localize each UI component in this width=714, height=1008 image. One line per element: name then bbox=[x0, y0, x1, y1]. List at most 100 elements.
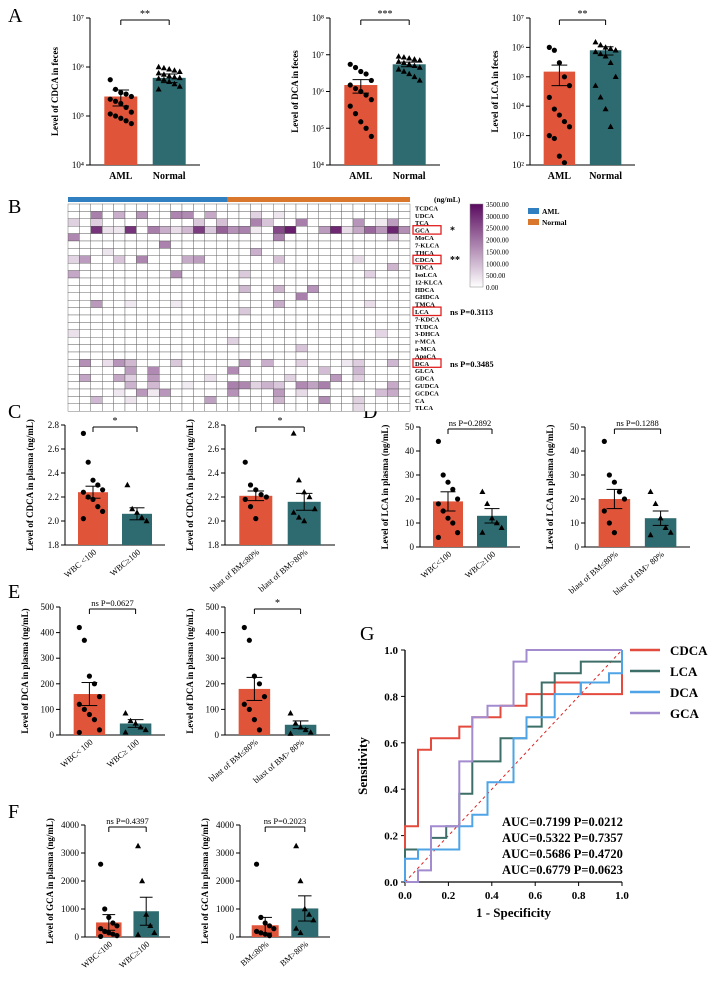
sig-label: ns P=0.2892 bbox=[449, 418, 492, 428]
heatmap-cell bbox=[330, 270, 342, 279]
heatmap-cell bbox=[90, 270, 103, 279]
data-point bbox=[616, 489, 623, 495]
heatmap-cell bbox=[250, 396, 262, 404]
data-point bbox=[76, 624, 82, 631]
heatmap-cell bbox=[318, 203, 331, 212]
heatmap-cell bbox=[79, 366, 92, 375]
heatmap-cell bbox=[307, 300, 319, 308]
heatmap-cell bbox=[204, 270, 217, 279]
heatmap-cell bbox=[124, 292, 137, 301]
heatmap-cell bbox=[136, 307, 148, 316]
heatmap-cell bbox=[124, 285, 137, 293]
heatmap-cell bbox=[90, 381, 103, 390]
y-tick-label: 0.0 bbox=[384, 877, 398, 889]
heatmap-cell bbox=[375, 285, 388, 293]
highlight-box bbox=[412, 306, 442, 317]
heatmap-cell bbox=[79, 359, 92, 367]
heatmap-cell bbox=[136, 233, 148, 242]
heatmap-cell bbox=[147, 277, 160, 286]
heatmap-cell bbox=[113, 270, 126, 279]
heatmap-cell bbox=[67, 218, 80, 227]
heatmap-cell bbox=[318, 292, 331, 301]
y-tick-label: 10⁴ bbox=[312, 160, 324, 170]
heatmap-cell bbox=[136, 270, 148, 279]
heatmap-cell bbox=[181, 292, 194, 301]
heatmap-cell bbox=[375, 314, 388, 323]
data-point bbox=[352, 85, 359, 92]
heatmap-cell bbox=[204, 388, 217, 397]
heatmap-cell bbox=[284, 233, 297, 242]
data-point bbox=[171, 67, 178, 73]
heatmap-cell bbox=[398, 307, 411, 316]
heatmap-cell bbox=[284, 307, 297, 316]
heatmap-cell bbox=[375, 270, 388, 279]
heatmap-cell bbox=[101, 263, 114, 271]
y-tick-label: 2.4 bbox=[208, 468, 220, 478]
heatmap-cell bbox=[238, 344, 251, 353]
bar-group1 bbox=[104, 96, 138, 165]
heatmap-cell bbox=[387, 374, 399, 382]
heatmap-cell bbox=[227, 388, 240, 397]
y-axis-label: Level of GCA in plasma (ng/mL) bbox=[200, 818, 210, 944]
y-axis-label: Level of CDCA in plasma (ng/mL) bbox=[185, 419, 195, 551]
heatmap-cell bbox=[204, 255, 217, 264]
data-point bbox=[253, 516, 259, 522]
heatmap-cell bbox=[352, 403, 365, 412]
heatmap-cell bbox=[238, 292, 251, 301]
data-point bbox=[266, 923, 273, 929]
heatmap-cell bbox=[398, 255, 411, 264]
data-point bbox=[400, 54, 407, 60]
heatmap-cell bbox=[238, 388, 251, 397]
heatmap-cell bbox=[307, 381, 319, 390]
heatmap-cell bbox=[387, 359, 399, 367]
heatmap-cell bbox=[284, 211, 297, 219]
sig-annotation: ns P=0.3485 bbox=[450, 359, 494, 369]
heatmap-cell bbox=[238, 263, 251, 271]
heatmap-cell bbox=[67, 403, 80, 412]
heatmap-cell bbox=[318, 225, 331, 234]
heatmap-cell bbox=[330, 292, 342, 301]
data-point bbox=[90, 496, 96, 502]
heatmap-cell bbox=[398, 381, 411, 390]
row-label: ApoCA bbox=[415, 353, 436, 360]
heatmap-cell bbox=[193, 300, 205, 308]
heatmap-cell bbox=[330, 225, 342, 234]
heatmap-cell bbox=[250, 285, 262, 293]
heatmap-cell bbox=[136, 292, 148, 301]
data-point bbox=[287, 710, 294, 716]
heatmap-cell bbox=[375, 337, 388, 345]
y-tick-label: 100 bbox=[41, 704, 55, 714]
data-point bbox=[253, 487, 259, 493]
heatmap-cell bbox=[284, 344, 297, 353]
heatmap-cell bbox=[352, 292, 365, 301]
heatmap-cell bbox=[90, 337, 103, 345]
data-point bbox=[80, 489, 86, 495]
heatmap-cell bbox=[67, 233, 80, 242]
heatmap-cell bbox=[261, 322, 274, 330]
heatmap-cell bbox=[250, 225, 262, 234]
heatmap-cell bbox=[330, 211, 342, 219]
heatmap-cell bbox=[261, 396, 274, 404]
sig-label: * bbox=[113, 416, 118, 427]
heatmap-cell bbox=[295, 344, 308, 353]
y-tick-label: 0 bbox=[410, 542, 415, 552]
heatmap-cell bbox=[238, 322, 251, 330]
heatmap-cell bbox=[364, 381, 376, 390]
heatmap-cell bbox=[375, 263, 388, 271]
heatmap-cell bbox=[101, 366, 114, 375]
heatmap-cell bbox=[387, 300, 399, 308]
heatmap-cell bbox=[181, 396, 194, 404]
data-point bbox=[561, 118, 568, 125]
heatmap-cell bbox=[158, 322, 171, 330]
data-point bbox=[395, 53, 402, 59]
y-tick-label: 500 bbox=[41, 602, 55, 612]
y-tick-label: 2000 bbox=[61, 876, 80, 886]
y-axis-label: Level of LCA in feces bbox=[490, 50, 500, 132]
panel-label-b: B bbox=[8, 196, 21, 218]
heatmap-cell bbox=[101, 351, 114, 360]
data-point bbox=[155, 69, 162, 76]
heatmap-cell bbox=[204, 240, 217, 249]
heatmap-cell bbox=[67, 292, 80, 301]
heatmap-cell bbox=[387, 322, 399, 330]
category-label: Normal bbox=[589, 171, 622, 182]
